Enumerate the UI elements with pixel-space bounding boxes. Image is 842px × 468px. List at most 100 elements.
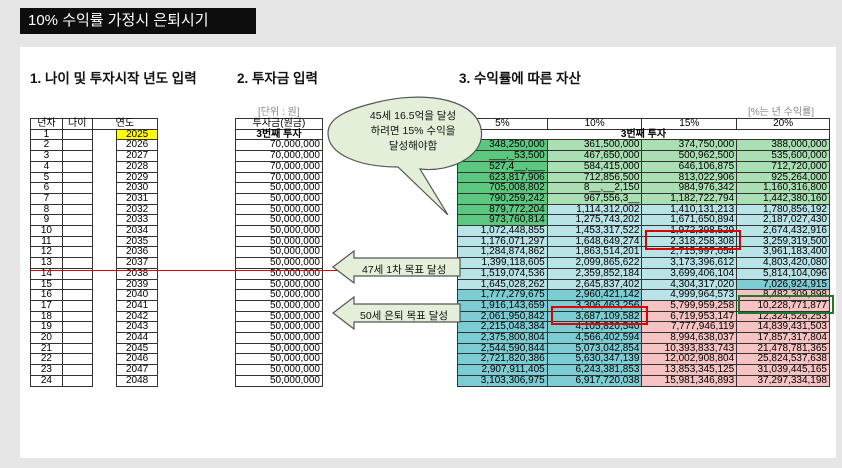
goal1-label: 47세 1차 목표 달성: [362, 264, 447, 276]
amount-cell[interactable]: 50,000,000: [235, 182, 323, 194]
asset-cell: 1,284,874,862: [457, 246, 548, 259]
amount-cell[interactable]: 50,000,000: [235, 246, 323, 259]
year-cell[interactable]: 2040: [116, 289, 158, 301]
year-cell[interactable]: 2045: [116, 342, 158, 355]
year-cell[interactable]: 2032: [116, 203, 158, 216]
amount-cell[interactable]: 50,000,000: [235, 257, 323, 269]
year-cell[interactable]: 2029: [116, 171, 158, 184]
age-cell[interactable]: [61, 342, 93, 355]
rate-header-3: 15%: [641, 118, 738, 130]
asset-cell: 388,000,000: [736, 139, 830, 152]
amount-cell[interactable]: 50,000,000: [235, 353, 323, 366]
year-cell[interactable]: 2043: [116, 321, 158, 334]
age-cell[interactable]: [61, 171, 93, 184]
year-cell[interactable]: 2033: [116, 214, 158, 227]
year-cell[interactable]: 2041: [116, 299, 158, 312]
table-row: 1,284,874,862 1,863,514,201 2,715,997,054 3…: [457, 246, 830, 259]
header-cell: 년차: [30, 118, 63, 130]
amount-cell[interactable]: 70,000,000: [235, 171, 323, 184]
table-row: 50,000,000: [235, 203, 323, 216]
age-cell[interactable]: [61, 278, 93, 291]
amount-cell[interactable]: 50,000,000: [235, 214, 323, 227]
year-cell[interactable]: 2036: [116, 246, 158, 259]
year-cell[interactable]: 2047: [116, 364, 158, 376]
year-cell[interactable]: 2044: [116, 332, 158, 344]
year-index-cell: 15: [30, 278, 63, 291]
asset-cell: 361,500,000: [546, 139, 643, 152]
year-cell[interactable]: 2037: [116, 257, 158, 269]
year-cell[interactable]: 2025: [116, 128, 158, 141]
amount-cell[interactable]: 50,000,000: [235, 374, 323, 387]
year-cell[interactable]: 2042: [116, 310, 158, 323]
age-cell[interactable]: [61, 289, 93, 301]
amount-cell[interactable]: 50,000,000: [235, 225, 323, 237]
age-year-table: 년차 나이 연도 1 2025 2 2026 3 2027 4 2028 5 2029 6 2030 7 203…: [30, 118, 159, 387]
asset-cell: 1,645,028,262: [457, 278, 548, 291]
asset-cell: 467,650,000: [546, 150, 643, 162]
year-index-cell: 19: [30, 321, 63, 334]
amount-cell[interactable]: 70,000,000: [235, 160, 323, 173]
age-cell[interactable]: [61, 225, 93, 237]
amount-cell[interactable]: 50,000,000: [235, 310, 323, 323]
age-cell[interactable]: [61, 321, 93, 334]
age-cell[interactable]: [61, 182, 93, 194]
amount-cell[interactable]: 50,000,000: [235, 192, 323, 205]
table-row: 50,000,000: [235, 353, 323, 366]
amount-cell[interactable]: 50,000,000: [235, 203, 323, 216]
age-cell[interactable]: [61, 299, 93, 312]
year-cell[interactable]: 2034: [116, 225, 158, 237]
amount-cell[interactable]: 50,000,000: [235, 299, 323, 312]
age-cell[interactable]: [61, 139, 93, 152]
age-cell[interactable]: [61, 353, 93, 366]
age-cell[interactable]: [61, 246, 93, 259]
asset-cell: 1,399,118,605: [457, 257, 548, 269]
age-cell[interactable]: [61, 374, 93, 387]
age-cell[interactable]: [61, 160, 93, 173]
age-cell[interactable]: [61, 214, 93, 227]
year-cell[interactable]: 2031: [116, 192, 158, 205]
table-row: 21 2045: [30, 342, 158, 355]
age-cell[interactable]: [61, 257, 93, 269]
asset-cell: 2,359,852,184: [546, 267, 643, 280]
age-cell[interactable]: [61, 203, 93, 216]
year-cell[interactable]: 2028: [116, 160, 158, 173]
asset-cell: 1,410,131,213: [641, 203, 738, 216]
amount-cell[interactable]: 50,000,000: [235, 235, 323, 248]
asset-cell: 967,556,3__: [546, 192, 643, 205]
asset-cell: 7,777,946,119: [641, 321, 738, 334]
amount-cell[interactable]: 50,000,000: [235, 289, 323, 301]
age-cell[interactable]: [61, 192, 93, 205]
asset-cell: 1,182,722,794: [641, 192, 738, 205]
amount-cell[interactable]: 50,000,000: [235, 321, 323, 334]
year-cell[interactable]: 2027: [116, 150, 158, 162]
year-cell[interactable]: 2039: [116, 278, 158, 291]
table-row: 16 2040: [30, 289, 158, 301]
age-cell[interactable]: [61, 128, 93, 141]
asset-cell: 1,916,143,659: [457, 299, 548, 312]
asset-cell: 13,853,345,125: [641, 364, 738, 376]
amount-cell[interactable]: 70,000,000: [235, 150, 323, 162]
asset-cell: 2,215,048,384: [457, 321, 548, 334]
year-cell[interactable]: 2026: [116, 139, 158, 152]
amount-cell[interactable]: 50,000,000: [235, 278, 323, 291]
highlight-box-green: [738, 295, 834, 314]
age-cell[interactable]: [61, 364, 93, 376]
age-cell[interactable]: [61, 150, 93, 162]
amount-cell[interactable]: 70,000,000: [235, 139, 323, 152]
year-cell[interactable]: 2030: [116, 182, 158, 194]
year-cell[interactable]: 2048: [116, 374, 158, 387]
table-row: 3 2027: [30, 150, 158, 162]
asset-cell: 37,297,334,198: [736, 374, 830, 387]
table-row: 2,907,911,405 6,243,381,853 13,853,345,125…: [457, 364, 830, 376]
asset-cell: 2,375,800,804: [457, 332, 548, 344]
asset-cell: 1,648,649,274: [546, 235, 643, 248]
year-cell[interactable]: 2035: [116, 235, 158, 248]
spacer-cell: [92, 215, 117, 226]
amount-cell[interactable]: 50,000,000: [235, 342, 323, 355]
age-cell[interactable]: [61, 332, 93, 344]
age-cell[interactable]: [61, 310, 93, 323]
amount-cell[interactable]: 50,000,000: [235, 364, 323, 376]
age-cell[interactable]: [61, 235, 93, 248]
year-cell[interactable]: 2046: [116, 353, 158, 366]
amount-cell[interactable]: 50,000,000: [235, 332, 323, 344]
